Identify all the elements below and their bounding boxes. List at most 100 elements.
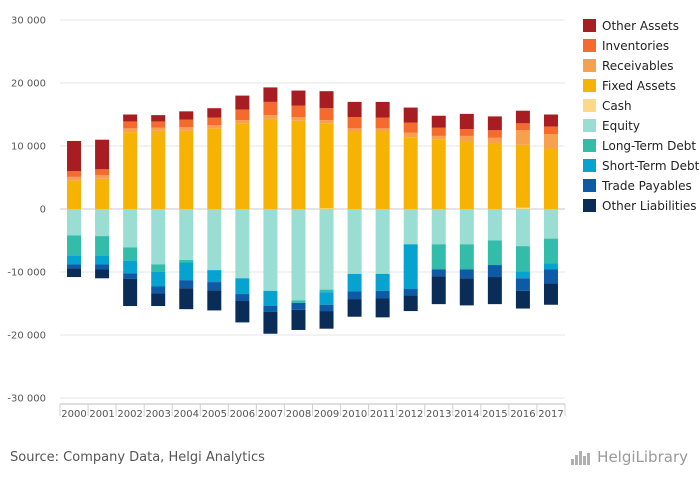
bar-segment-receivables bbox=[487, 137, 502, 144]
bar-segment-fixed-assets bbox=[403, 137, 418, 209]
bar-segment-other-liabilities bbox=[151, 293, 166, 307]
legend-swatch bbox=[583, 79, 596, 92]
bar-segment-trade-payables bbox=[123, 273, 138, 279]
bar-segment-cash bbox=[319, 208, 334, 209]
bar-segment-other-liabilities bbox=[403, 295, 418, 312]
bar-segment-receivables bbox=[151, 127, 166, 131]
bar-segment-other-liabilities bbox=[375, 298, 390, 318]
bar-segment-receivables bbox=[515, 130, 530, 145]
bar-segment-other-liabilities bbox=[459, 278, 474, 306]
bar-segment-equity bbox=[319, 209, 334, 290]
bar-segment-trade-payables bbox=[207, 282, 222, 291]
bar-segment-equity bbox=[347, 209, 362, 274]
bar-segment-equity bbox=[235, 209, 250, 279]
bar-segment-equity bbox=[375, 209, 390, 274]
legend-swatch bbox=[583, 99, 596, 112]
bar-segment-fixed-assets bbox=[543, 148, 558, 209]
brand-logo: HelgiLibrary bbox=[571, 448, 688, 466]
x-tick-label: 2000 bbox=[61, 409, 86, 420]
bar-segment-inventories bbox=[207, 117, 222, 126]
bar-segment-receivables bbox=[375, 128, 390, 132]
bar-segment-other-assets bbox=[67, 140, 82, 172]
bar-segment-other-liabilities bbox=[543, 283, 558, 305]
y-tick-label: 30 000 bbox=[11, 16, 46, 27]
legend-swatch bbox=[583, 59, 596, 72]
bar-segment-fixed-assets bbox=[235, 123, 250, 209]
bar-segment-inventories bbox=[235, 109, 250, 121]
bar-segment-other-liabilities bbox=[291, 309, 306, 330]
legend-swatch bbox=[583, 39, 596, 52]
stacked-bar-chart: 30 000 20 000 10 000 0 -10 000 -20 000 -30 000… bbox=[7, 16, 700, 421]
bar-segment-inventories bbox=[263, 101, 278, 116]
bar-segment-receivables bbox=[207, 125, 222, 129]
bar-segment-equity bbox=[291, 209, 306, 301]
bar-segment-inventories bbox=[291, 105, 306, 118]
bar-segment-receivables bbox=[431, 135, 446, 140]
bar-segment-inventories bbox=[375, 117, 390, 129]
bar-segment-other-liabilities bbox=[319, 311, 334, 329]
x-tick-label: 2004 bbox=[174, 409, 199, 420]
x-tick-label: 2009 bbox=[314, 409, 339, 420]
bar-segment-long-term-debt bbox=[431, 244, 446, 270]
legend-label: Other Liabilities bbox=[602, 199, 697, 213]
bar-segment-trade-payables bbox=[459, 269, 474, 279]
bar-segment-trade-payables bbox=[347, 291, 362, 300]
bar-segment-other-assets bbox=[347, 101, 362, 118]
x-tick-label: 2001 bbox=[89, 409, 114, 420]
bar-segment-other-liabilities bbox=[207, 290, 222, 311]
legend-label: Cash bbox=[602, 99, 632, 113]
bar-segment-equity bbox=[151, 209, 166, 265]
bar-segment-trade-payables bbox=[263, 306, 278, 312]
bar-segment-receivables bbox=[179, 127, 194, 131]
bar-segment-other-liabilities bbox=[487, 277, 502, 305]
bar-segment-short-term-debt bbox=[347, 273, 362, 292]
bar-segment-other-assets bbox=[403, 107, 418, 123]
bar-segment-fixed-assets bbox=[515, 144, 530, 208]
bar-segment-trade-payables bbox=[151, 286, 166, 294]
legend-swatch bbox=[583, 19, 596, 32]
bar-segment-fixed-assets bbox=[179, 130, 194, 209]
legend-label: Inventories bbox=[602, 39, 669, 53]
legend-label: Long-Term Debt bbox=[602, 139, 696, 153]
bar-segment-short-term-debt bbox=[263, 290, 278, 307]
x-tick-label: 2002 bbox=[117, 409, 142, 420]
bar-segment-equity bbox=[123, 209, 138, 248]
legend-swatch bbox=[583, 139, 596, 152]
bar-segment-other-assets bbox=[151, 115, 166, 122]
bar-segment-receivables bbox=[95, 174, 110, 179]
bar-segment-inventories bbox=[151, 121, 166, 128]
bar-segment-equity bbox=[487, 209, 502, 241]
bar-segment-trade-payables bbox=[291, 302, 306, 310]
bar-segment-receivables bbox=[291, 117, 306, 121]
bar-segment-other-assets bbox=[179, 111, 194, 120]
bar-segment-receivables bbox=[123, 128, 138, 133]
y-axis-ticks: 30 000 20 000 10 000 0 -10 000 -20 000 -30 000 bbox=[7, 16, 46, 405]
bar-segment-receivables bbox=[319, 120, 334, 124]
bar-segment-fixed-assets bbox=[459, 140, 474, 209]
bar-segment-short-term-debt bbox=[235, 278, 250, 295]
y-tick-label: 0 bbox=[40, 205, 46, 216]
bar-segment-long-term-debt bbox=[123, 247, 138, 261]
bar-segment-fixed-assets bbox=[291, 120, 306, 209]
bar-segment-long-term-debt bbox=[319, 289, 334, 293]
bar-segment-fixed-assets bbox=[123, 132, 138, 209]
bar-segment-short-term-debt bbox=[403, 244, 418, 290]
bar-segment-trade-payables bbox=[515, 278, 530, 291]
bar-segment-trade-payables bbox=[95, 264, 110, 270]
bar-segment-inventories bbox=[123, 121, 138, 129]
y-tick-label: -30 000 bbox=[7, 394, 46, 405]
bar-segment-receivables bbox=[235, 120, 250, 124]
legend-label: Equity bbox=[602, 119, 640, 133]
bar-segment-other-assets bbox=[291, 90, 306, 106]
bar-segment-trade-payables bbox=[543, 269, 558, 284]
bar-segment-short-term-debt bbox=[543, 263, 558, 270]
bar-segment-receivables bbox=[403, 132, 418, 138]
bar-segment-fixed-assets bbox=[487, 143, 502, 209]
legend-label: Short-Term Debt bbox=[602, 159, 700, 173]
bar-segment-inventories bbox=[403, 122, 418, 133]
bar-segment-long-term-debt bbox=[179, 260, 194, 263]
bar-segment-long-term-debt bbox=[291, 300, 306, 303]
bar-segment-other-assets bbox=[95, 139, 110, 170]
legend-swatch bbox=[583, 119, 596, 132]
bar-segment-other-assets bbox=[235, 95, 250, 110]
